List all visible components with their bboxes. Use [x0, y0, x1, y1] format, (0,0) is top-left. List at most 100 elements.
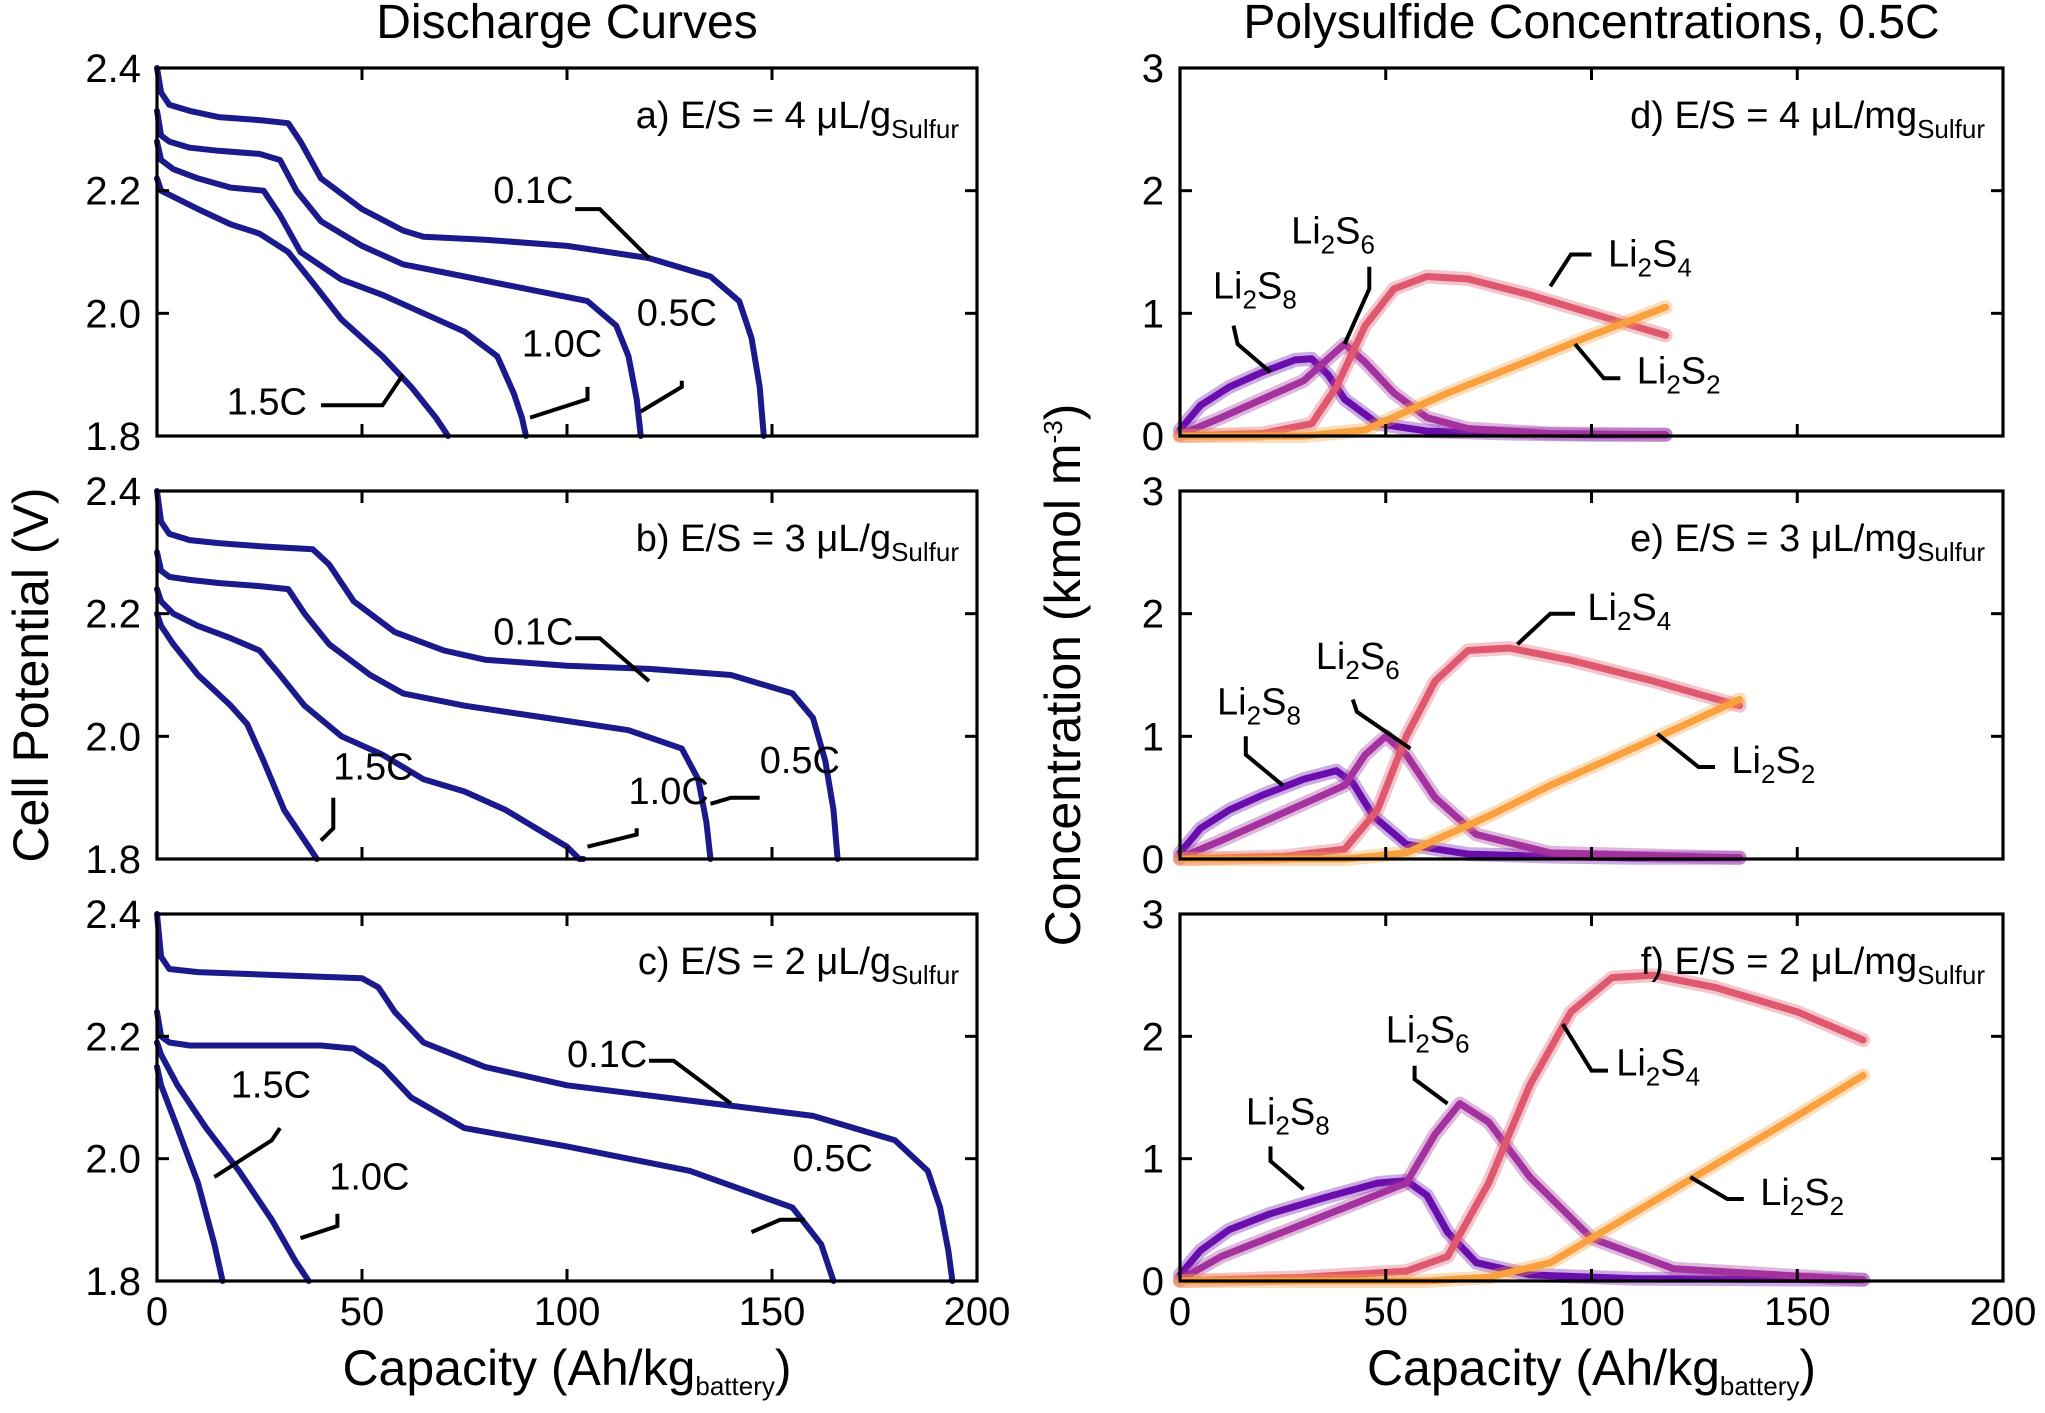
y-tick-label-b-2: 2.2: [85, 593, 141, 637]
panel-d: Polysulfide Concentrations, 0.5C 0 1 2 3 d) E…: [1142, 0, 2005, 459]
x-axis-label-c-text: Capacity (Ah/kg: [342, 1340, 695, 1396]
curve-label-f-3-subscript: 2: [1790, 1191, 1804, 1221]
y-tick-label-d-0: 0: [1142, 415, 1164, 459]
leader-line-f-1: [1412, 1065, 1449, 1106]
x-axis-label-c-subscript: battery: [695, 1371, 775, 1401]
series-line-e-Li2S8: [1176, 767, 1744, 862]
curve-label-e-0-text-2: S: [1261, 681, 1286, 723]
y-tick-label-a-0: 1.8: [85, 415, 141, 459]
curve-label-f-1-subscript: 2: [1415, 1028, 1429, 1058]
y-axis-label-e-close: ): [1035, 404, 1091, 421]
leader-line-c-2: [299, 1213, 340, 1241]
x-tick-label-c-2: 100: [534, 1290, 601, 1334]
panel-label-d: d) E/S = 4 μL/mgSulfur: [1630, 95, 1985, 144]
series-line-e-Li2S4: [1176, 644, 1744, 863]
panel-label-f: f) E/S = 2 μL/mgSulfur: [1641, 941, 1986, 990]
curve-label-a-2: 1.0C: [522, 323, 602, 365]
series-line-f-Li2S6: [1176, 1100, 1867, 1284]
series-band-e-Li2S2: [1173, 692, 1747, 866]
curve-label-d-2: Li2S4: [1608, 234, 1692, 283]
y-axis-label-group-e: Concentration (kmol m-3): [1035, 404, 1091, 947]
x-tick-label-f-1: 50: [1364, 1290, 1409, 1334]
curve-label-e-2-subscript-2: 4: [1657, 606, 1671, 636]
y-tick-label-d-3: 3: [1142, 47, 1164, 91]
curve-label-f-3-text-2: S: [1804, 1172, 1829, 1214]
curve-label-f-2-subscript: 2: [1646, 1061, 1660, 1091]
curve-label-e-0-text: Li: [1217, 681, 1247, 723]
series-line-b-1.0C: [154, 586, 587, 862]
series-line-c-1.5C: [154, 1063, 226, 1284]
series-line-e-Li2S6: [1176, 732, 1744, 862]
x-axis-label-f-text: Capacity (Ah/kg: [1367, 1340, 1720, 1396]
curve-label-d-1: Li2S6: [1291, 210, 1375, 259]
series-line-b-1.5C: [154, 610, 320, 862]
panel-f: 0 50 100 150 200 0 1 2 3 f) E/S = 2 μL/mgSulfur Li…: [1142, 893, 2037, 1401]
curve-label-f-2-subscript-2: 4: [1686, 1061, 1700, 1091]
panel-label-a-text: a) E/S = 4 μL/g: [636, 95, 891, 137]
panel-b: 1.8 2.0 2.2 2.4 b) E/S = 3 μL/gSulfur 0.1C 0.5…: [3, 470, 979, 882]
curve-label-d-0-subscript-2: 8: [1282, 285, 1296, 315]
leader-line-c-1: [750, 1217, 805, 1234]
y-tick-label-b-0: 1.8: [85, 838, 141, 882]
curve-label-d-3-subscript-2: 2: [1706, 369, 1720, 399]
curve-label-a-1: 0.5C: [637, 293, 717, 335]
leader-line-f-3: [1689, 1175, 1744, 1201]
series-line-c-0.5C: [154, 1008, 837, 1284]
leader-line-a-1: [639, 380, 684, 414]
curve-label-e-1-text-2: S: [1360, 636, 1385, 678]
leader-line-d-2: [1548, 252, 1592, 288]
leader-line-e-3: [1656, 732, 1715, 769]
curve-label-e-1-subscript-2: 6: [1385, 655, 1399, 685]
y-tick-label-f-1: 1: [1142, 1138, 1164, 1182]
panel-a: Discharge Curves 1.8 2.0 2.2 2.4 a) E/S = 4 μ…: [85, 0, 979, 459]
y-axis-label-e-text: Concentration (kmol m: [1035, 443, 1091, 946]
curve-label-e-1-text: Li: [1316, 636, 1346, 678]
curve-label-d-0: Li2S8: [1213, 266, 1297, 315]
curve-label-d-3-text-2: S: [1681, 350, 1706, 392]
y-axis-label-e-superscript: -3: [1038, 420, 1068, 443]
leader-line-b-2: [587, 828, 639, 849]
curve-label-e-0-subscript: 2: [1247, 700, 1261, 730]
curve-label-d-2-text: Li: [1608, 234, 1638, 276]
y-axis-label-b: Cell Potential (V): [3, 487, 59, 862]
curve-label-f-2: Li2S4: [1616, 1042, 1700, 1091]
curve-label-f-2-text: Li: [1616, 1042, 1646, 1084]
y-axis-label-group-b: Cell Potential (V): [3, 487, 59, 862]
x-axis-label-f-close: ): [1799, 1340, 1816, 1396]
panel-label-a-subscript: Sulfur: [891, 114, 959, 144]
series-line-a-1.5C: [154, 175, 452, 439]
curve-label-e-2-text-2: S: [1631, 587, 1656, 629]
y-tick-label-c-0: 1.8: [85, 1260, 141, 1304]
x-axis-label-c: Capacity (Ah/kgbattery): [342, 1340, 791, 1401]
panel-label-c: c) E/S = 2 μL/gSulfur: [638, 941, 959, 990]
y-tick-label-f-3: 3: [1142, 893, 1164, 937]
curve-label-a-3: 1.5C: [227, 382, 307, 424]
curve-label-f-1-text-2: S: [1430, 1009, 1455, 1051]
curve-label-e-3-text-2: S: [1775, 740, 1800, 782]
column-title-d: Polysulfide Concentrations, 0.5C: [1243, 0, 1939, 49]
y-tick-label-a-2: 2.2: [85, 170, 141, 214]
leader-line-b-3: [319, 797, 336, 843]
y-tick-label-a-1: 2.0: [85, 292, 141, 336]
y-tick-label-e-2: 2: [1142, 593, 1164, 637]
y-tick-label-e-1: 1: [1142, 715, 1164, 759]
y-tick-label-c-3: 2.4: [85, 893, 141, 937]
leader-line-c-3: [213, 1126, 282, 1179]
curve-label-c-0: 0.1C: [567, 1034, 647, 1076]
y-tick-label-b-1: 2.0: [85, 715, 141, 759]
curve-label-e-0: Li2S8: [1217, 681, 1301, 730]
leader-line-a-3: [321, 373, 405, 408]
curve-label-e-0-subscript-2: 8: [1286, 700, 1300, 730]
curve-label-d-1-text-2: S: [1335, 210, 1360, 252]
panel-c: 0 50 100 150 200 1.8 2.0 2.2 2.4 c) E/S = 2 μL/gS…: [85, 893, 1010, 1401]
y-tick-label-e-0: 0: [1142, 838, 1164, 882]
x-axis-label-c-close: ): [775, 1340, 792, 1396]
x-tick-label-f-3: 150: [1764, 1290, 1831, 1334]
curve-label-e-1: Li2S6: [1316, 636, 1400, 685]
y-tick-label-e-3: 3: [1142, 470, 1164, 514]
panel-label-a: a) E/S = 4 μL/gSulfur: [636, 95, 960, 144]
x-axis-label-f-subscript: battery: [1720, 1371, 1800, 1401]
curve-label-d-3-subscript: 2: [1666, 369, 1680, 399]
panel-label-e-text: e) E/S = 3 μL/mg: [1630, 518, 1917, 560]
curve-label-f-0-subscript-2: 8: [1315, 1110, 1329, 1140]
